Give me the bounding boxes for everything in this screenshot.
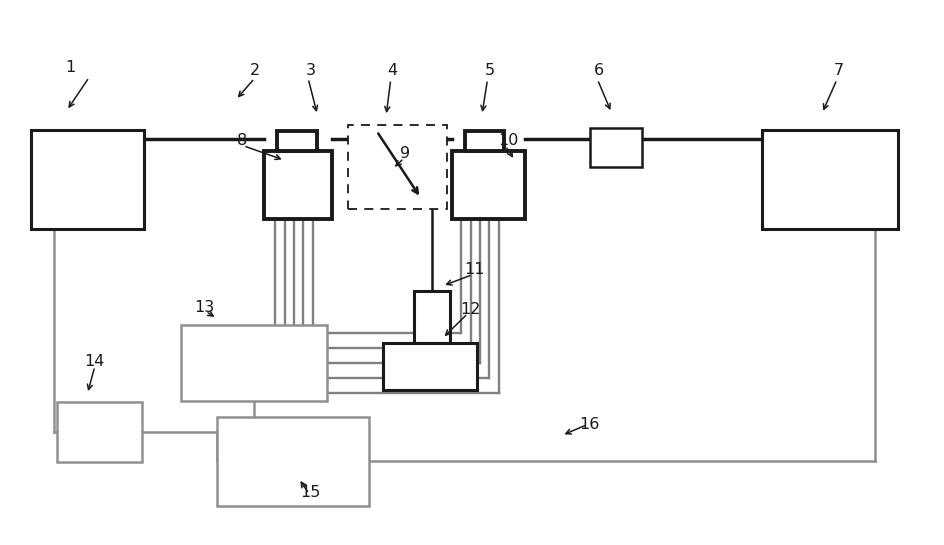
Text: 1: 1 bbox=[65, 60, 76, 75]
Bar bbox=[263, 151, 331, 219]
Bar bbox=[413, 292, 449, 343]
Text: 11: 11 bbox=[464, 262, 484, 277]
Text: 6: 6 bbox=[594, 63, 604, 78]
Bar bbox=[761, 130, 897, 229]
Text: 10: 10 bbox=[497, 133, 518, 148]
Text: 16: 16 bbox=[579, 417, 599, 432]
Text: 5: 5 bbox=[484, 63, 494, 78]
Bar bbox=[31, 130, 143, 229]
Text: 14: 14 bbox=[85, 354, 105, 369]
Bar bbox=[181, 325, 327, 401]
Text: 4: 4 bbox=[387, 63, 397, 78]
Text: 12: 12 bbox=[460, 302, 480, 317]
Text: 2: 2 bbox=[249, 63, 260, 78]
Text: 9: 9 bbox=[399, 146, 410, 161]
Text: 8: 8 bbox=[237, 133, 247, 148]
Bar bbox=[348, 125, 447, 209]
Bar bbox=[58, 402, 142, 462]
Bar bbox=[589, 129, 641, 167]
Text: 13: 13 bbox=[194, 300, 214, 315]
Text: 15: 15 bbox=[300, 485, 321, 500]
Bar bbox=[464, 131, 504, 151]
Text: 7: 7 bbox=[833, 63, 843, 78]
Bar bbox=[277, 131, 316, 151]
Text: 3: 3 bbox=[306, 63, 315, 78]
Bar bbox=[451, 151, 525, 219]
Bar bbox=[383, 343, 477, 390]
Bar bbox=[217, 416, 369, 506]
